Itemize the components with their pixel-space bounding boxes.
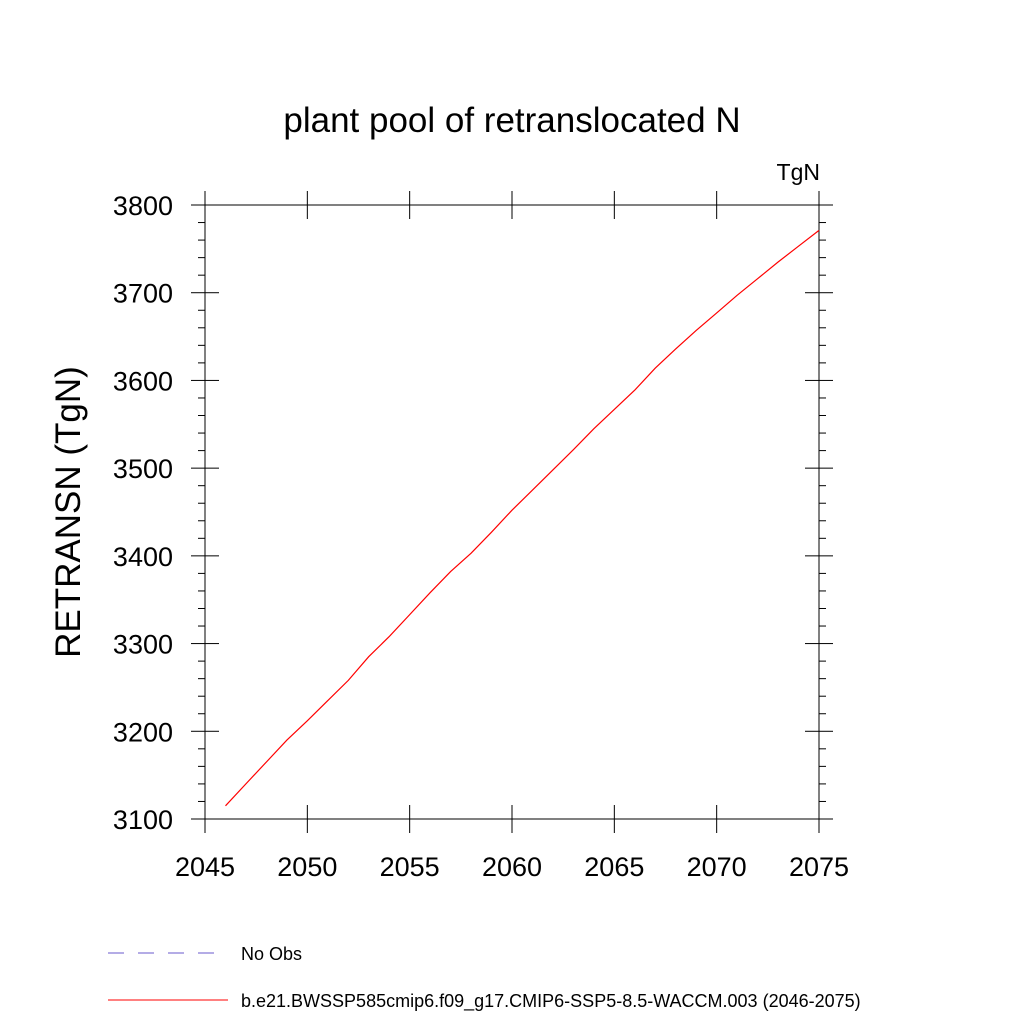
x-tick-label: 2065: [584, 852, 644, 882]
tick-labels: 2045 2050 2055 2060 2065 2070 2075 3100 3200 3300…: [113, 191, 849, 882]
axis-ticks: [191, 191, 833, 833]
y-tick-label: 3600: [113, 366, 173, 396]
x-tick-label: 2060: [482, 852, 542, 882]
series-group: [225, 229, 820, 807]
y-tick-label: 3100: [113, 805, 173, 835]
x-tick-label: 2070: [687, 852, 747, 882]
units-label: TgN: [777, 159, 820, 185]
x-tick-label: 2075: [789, 852, 849, 882]
chart-title: plant pool of retranslocated N: [283, 101, 740, 140]
legend: No Obs b.e21.BWSSP585cmip6.f09_g17.CMIP6-…: [108, 944, 861, 1012]
plot-frame: [204, 204, 820, 820]
x-tick-label: 2050: [277, 852, 337, 882]
x-tick-label: 2055: [380, 852, 440, 882]
y-tick-label: 3200: [113, 717, 173, 747]
legend-label: No Obs: [241, 944, 302, 964]
y-tick-label: 3500: [113, 454, 173, 484]
y-tick-label: 3300: [113, 630, 173, 660]
legend-label: b.e21.BWSSP585cmip6.f09_g17.CMIP6-SSP5-8…: [241, 991, 861, 1012]
series-line-0: [225, 229, 820, 807]
y-tick-label: 3700: [113, 279, 173, 309]
y-tick-label: 3800: [113, 191, 173, 221]
y-axis-label: RETRANSN (TgN): [49, 366, 88, 658]
y-tick-label: 3400: [113, 542, 173, 572]
x-tick-label: 2045: [175, 852, 235, 882]
